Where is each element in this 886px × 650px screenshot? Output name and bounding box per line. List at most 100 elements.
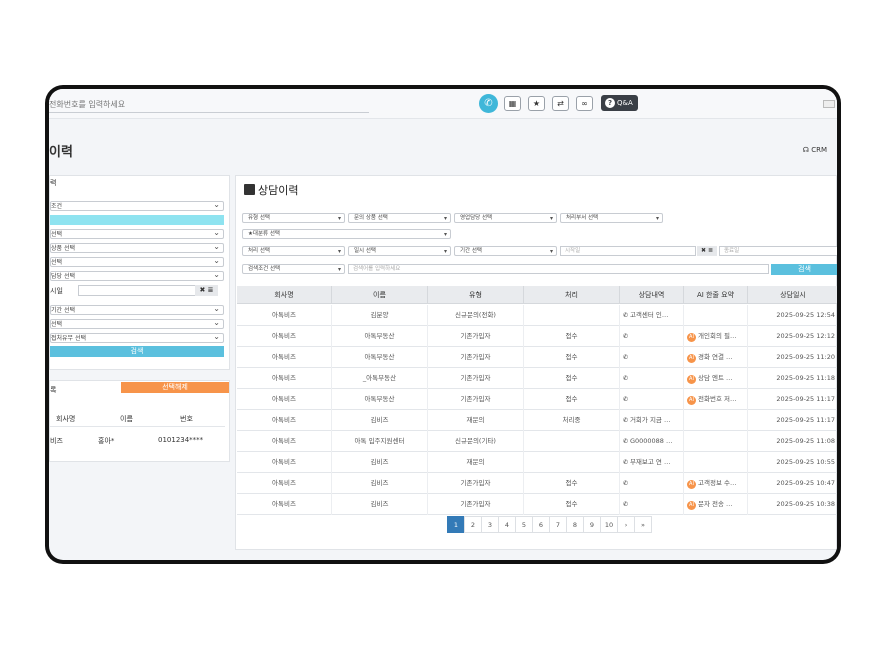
- phone-icon[interactable]: ✆: [479, 94, 498, 113]
- page-6[interactable]: 6: [532, 516, 550, 533]
- cell-text: 접수: [565, 500, 578, 508]
- datetime-select[interactable]: 일시 선택: [348, 246, 451, 256]
- crm-link[interactable]: ☊ CRM: [803, 146, 827, 154]
- type-select[interactable]: 유형 선택: [242, 213, 345, 223]
- cell-date: 2025-09-25 11:08: [748, 431, 837, 452]
- cell-ai: AI 상담 엔트 …: [684, 368, 748, 389]
- table-row[interactable]: 아톡비즈 아톡부동산 기존가입자 접수 ✆ AI 경화 연결 … 2025-09-25 11…: [237, 347, 837, 368]
- date-clear-button[interactable]: ✖ ≣: [195, 285, 218, 296]
- cell-text: 2025-09-25 10:47: [776, 479, 835, 487]
- transfer-icon[interactable]: ⇄: [552, 96, 569, 111]
- cell-text: 신규문의(기타): [455, 437, 496, 445]
- page-next-button[interactable]: ›: [617, 516, 635, 533]
- left-select-2[interactable]: 선택: [50, 228, 224, 239]
- phone-icon: ✆: [623, 396, 629, 403]
- manager-select[interactable]: 담당 선택: [50, 270, 224, 281]
- table-row[interactable]: 아톡비즈 김비즈 재문의 ✆ 부재보고 연 … 2025-09-25 10:55: [237, 452, 837, 473]
- phone-icon: ✆: [623, 417, 630, 424]
- window-control-icon[interactable]: [823, 100, 835, 108]
- search-condition-select[interactable]: 검색조건 선택: [242, 264, 345, 274]
- dept-select[interactable]: 처리부서 선택: [560, 213, 663, 223]
- consult-history-panel: 상담이력 유형 선택 문의 상품 선택 영업담당 선택 처리부서 선택 ★대분류…: [235, 175, 837, 550]
- qa-button[interactable]: ? Q&A: [601, 95, 638, 111]
- ai-badge-icon: AI: [687, 333, 696, 342]
- connection-select[interactable]: 접처유무 선택: [50, 332, 224, 343]
- cell-text: 2025-09-25 11:08: [776, 437, 835, 445]
- cell-status: 접수: [524, 347, 620, 368]
- star-icon[interactable]: ★: [528, 96, 545, 111]
- cell-status: 접수: [524, 389, 620, 410]
- page-last-button[interactable]: »: [634, 516, 652, 533]
- phone-number-input[interactable]: [49, 97, 369, 113]
- voicemail-icon[interactable]: ∞: [576, 96, 593, 111]
- highlight-bar: [50, 215, 224, 225]
- page-2[interactable]: 2: [464, 516, 482, 533]
- th-type[interactable]: 유형: [428, 286, 524, 304]
- period-select[interactable]: 기간 선택: [50, 304, 224, 315]
- sales-manager-select[interactable]: 영업담당 선택: [454, 213, 557, 223]
- table-row[interactable]: 아톡비즈 김비즈 기존가입자 접수 ✆ AI 문자 전송 … 2025-09-25 10:3…: [237, 494, 837, 515]
- product-select[interactable]: 상품 선택: [50, 242, 224, 253]
- cell-date: 2025-09-25 11:18: [748, 368, 837, 389]
- condition-select[interactable]: 조건: [50, 200, 224, 211]
- table-row[interactable]: 아톡비즈 아톡부동산 기존가입자 접수 ✆ AI 개인회의 필… 2025-09-25 12…: [237, 326, 837, 347]
- page-9[interactable]: 9: [583, 516, 601, 533]
- cell-text: 김비즈: [370, 416, 389, 424]
- th-company[interactable]: 회사명: [237, 286, 332, 304]
- th-detail[interactable]: 상담내역: [620, 286, 684, 304]
- product-inquiry-select[interactable]: 문의 상품 선택: [348, 213, 451, 223]
- page-3[interactable]: 3: [481, 516, 499, 533]
- cell-text: 기존가입자: [460, 500, 491, 508]
- divider: [50, 426, 225, 427]
- keypad-icon[interactable]: ▦: [504, 96, 521, 111]
- cell-status: 접수: [524, 473, 620, 494]
- unselect-button[interactable]: 선택해제: [121, 382, 229, 393]
- table-row[interactable]: 아톡비즈 아톡부동산 기존가입자 접수 ✆ AI 전화번호 저… 2025-09-25 11…: [237, 389, 837, 410]
- table-row[interactable]: 아톡비즈 아톡 입주지원센터 신규문의(기타) ✆ G0000088 … 2025-09…: [237, 431, 837, 452]
- left-search-button[interactable]: 검색: [50, 346, 224, 357]
- category-select[interactable]: ★대분류 선택: [242, 229, 451, 239]
- th-status[interactable]: 처리: [524, 286, 620, 304]
- end-date-input[interactable]: 종료일: [719, 246, 837, 256]
- cell-text: 고객정보 수…: [698, 479, 737, 487]
- page-7[interactable]: 7: [549, 516, 567, 533]
- table-row[interactable]: 아톡비즈 김분양 신규문의(전화) ✆ 고객센터 인… 2025-09-25 12:54: [237, 305, 837, 326]
- contact-company[interactable]: 비즈: [50, 437, 63, 445]
- th-name[interactable]: 이름: [332, 286, 428, 304]
- page-10[interactable]: 10: [600, 516, 618, 533]
- cell-text: 전화번호 저…: [698, 395, 737, 403]
- cell-detail: ✆: [620, 368, 684, 389]
- page-5[interactable]: 5: [515, 516, 533, 533]
- search-button[interactable]: 검색: [771, 264, 837, 275]
- cell-detail: ✆ 부재보고 연 …: [620, 452, 684, 473]
- page-1[interactable]: 1: [447, 516, 465, 533]
- page-8[interactable]: 8: [566, 516, 584, 533]
- table-row[interactable]: 아톡비즈 _아톡부동산 기존가입자 접수 ✆ AI 상담 엔트 … 2025-09-25 1…: [237, 368, 837, 389]
- cell-ai: AI 문자 전송 …: [684, 494, 748, 515]
- cell-name: 김분양: [332, 305, 428, 326]
- page-4[interactable]: 4: [498, 516, 516, 533]
- phone-icon: ✆: [623, 333, 629, 340]
- contact-name[interactable]: 홍아*: [98, 437, 115, 445]
- th-date[interactable]: 상담일시: [780, 291, 806, 299]
- left-select-7[interactable]: 선택: [50, 318, 224, 329]
- cell-text: 처리중: [562, 416, 581, 424]
- phone-icon: ✆: [623, 459, 630, 466]
- process-select[interactable]: 처리 선택: [242, 246, 345, 256]
- left-select-4[interactable]: 선택: [50, 256, 224, 267]
- cell-text: 2025-09-25 11:17: [776, 416, 835, 424]
- cell-detail: ✆: [620, 494, 684, 515]
- start-date-input[interactable]: 시작일: [560, 246, 696, 256]
- date-clear-button-main[interactable]: ✖ ≣: [697, 246, 717, 256]
- table-row[interactable]: 아톡비즈 김비즈 기존가입자 접수 ✆ AI 고객정보 수… 2025-09-25 10:4…: [237, 473, 837, 494]
- search-input[interactable]: 검색어를 입력하세요: [348, 264, 769, 274]
- cell-text: 김비즈: [370, 500, 389, 508]
- cell-text: G0000088 …: [629, 437, 673, 445]
- cell-text: 2025-09-25 12:54: [776, 311, 835, 319]
- table-row[interactable]: 아톡비즈 김비즈 재문의 처리중 ✆ 거회가 지금 … 2025-09-25 11:17: [237, 410, 837, 431]
- cell-status: 접수: [524, 326, 620, 347]
- th-ai-summary[interactable]: AI 한줄 요약: [684, 286, 748, 304]
- cell-company: 아톡비즈: [237, 368, 332, 389]
- period-select-main[interactable]: 기간 선택: [454, 246, 557, 256]
- contact-number[interactable]: 0101234****: [158, 436, 204, 444]
